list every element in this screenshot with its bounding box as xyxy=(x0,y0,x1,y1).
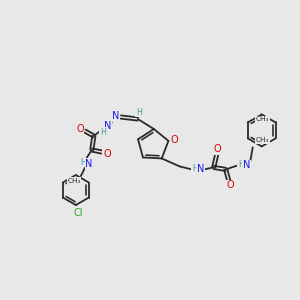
Text: N: N xyxy=(197,164,204,174)
Text: N: N xyxy=(112,111,119,121)
Text: N: N xyxy=(85,159,92,169)
Text: CH₃: CH₃ xyxy=(256,116,269,122)
Text: N: N xyxy=(243,160,250,170)
Text: Cl: Cl xyxy=(73,208,83,218)
Text: O: O xyxy=(227,180,235,190)
Text: CH₃: CH₃ xyxy=(256,137,269,143)
Text: CH₃: CH₃ xyxy=(67,178,81,184)
Text: O: O xyxy=(171,135,178,145)
Text: H: H xyxy=(100,128,106,136)
Text: H: H xyxy=(192,164,198,173)
Text: O: O xyxy=(103,149,111,159)
Text: N: N xyxy=(104,121,112,131)
Text: H: H xyxy=(80,158,86,166)
Text: O: O xyxy=(214,144,221,154)
Text: H: H xyxy=(136,107,142,116)
Text: H: H xyxy=(238,160,244,169)
Text: O: O xyxy=(76,124,84,134)
